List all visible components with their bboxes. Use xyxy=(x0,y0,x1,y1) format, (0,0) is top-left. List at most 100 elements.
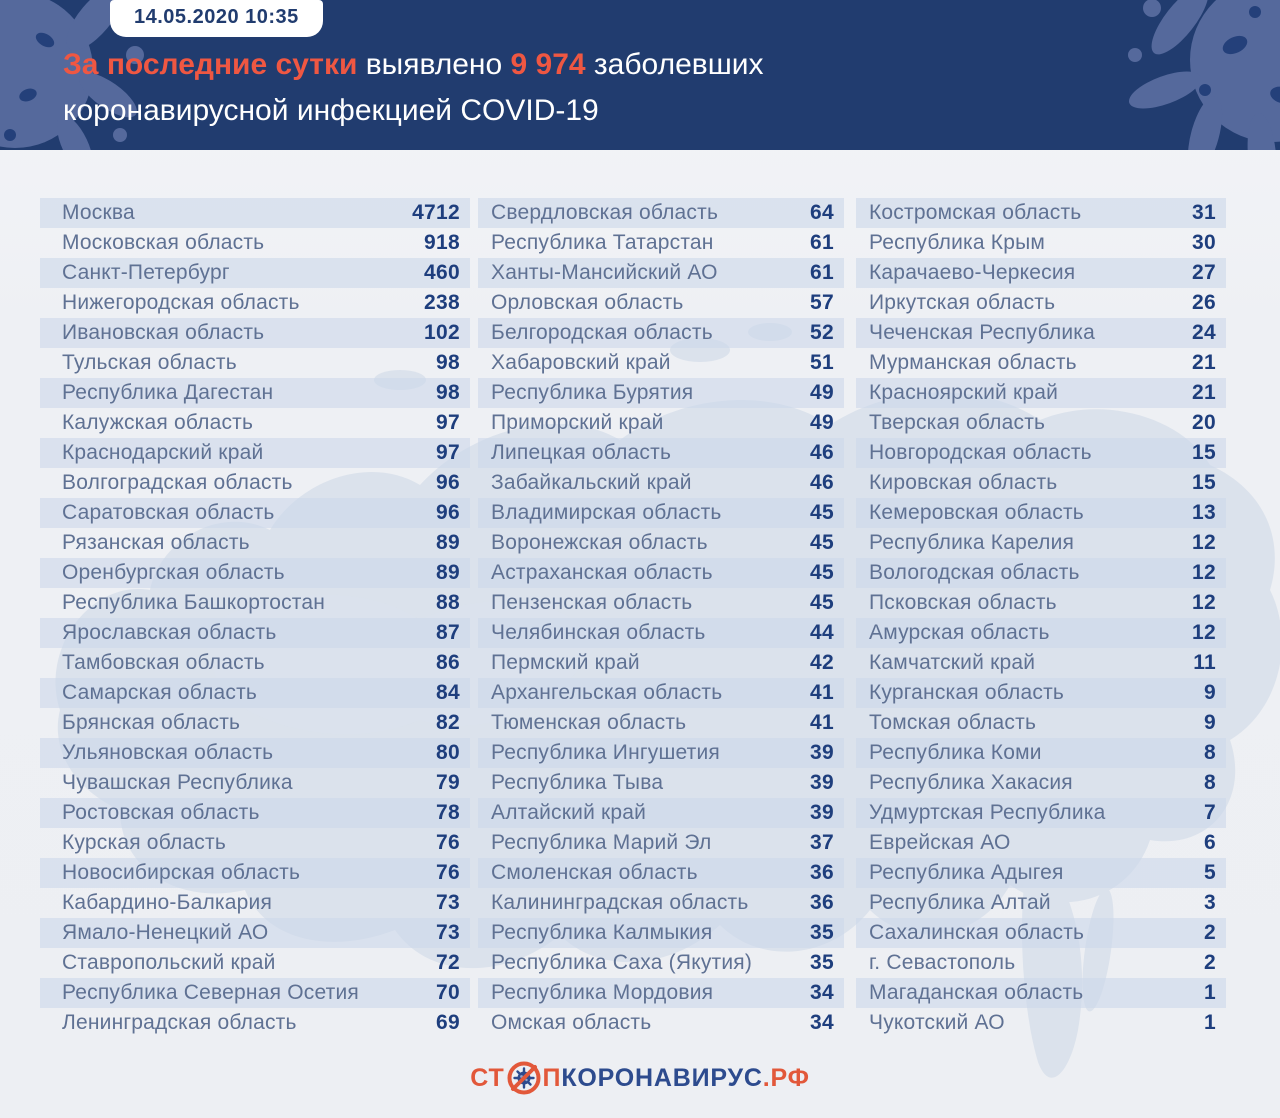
region-value: 84 xyxy=(436,681,460,704)
region-value: 57 xyxy=(810,291,834,314)
region-value: 37 xyxy=(810,831,834,854)
region-name: Республика Бурятия xyxy=(491,381,694,404)
table-row: Томская область 9 xyxy=(856,708,1226,738)
table-row: Тульская область 98 xyxy=(40,348,470,378)
table-row: Забайкальский край 46 xyxy=(478,468,844,498)
region-value: 12 xyxy=(1192,561,1216,584)
region-value: 8 xyxy=(1204,741,1216,764)
table-row: Республика Татарстан 61 xyxy=(478,228,844,258)
region-value: 80 xyxy=(436,741,460,764)
region-name: Республика Саха (Якутия) xyxy=(491,951,753,974)
region-value: 13 xyxy=(1192,501,1216,524)
region-name: Амурская область xyxy=(869,621,1050,644)
region-value: 7 xyxy=(1204,801,1216,824)
region-value: 61 xyxy=(810,261,834,284)
region-value: 21 xyxy=(1192,381,1216,404)
region-value: 4712 xyxy=(412,201,460,224)
logo-text-koronavirus: КОРОНАВИРУС xyxy=(561,1063,763,1092)
region-value: 45 xyxy=(810,561,834,584)
headline-text-1: выявлено xyxy=(357,48,511,81)
headline-text-2: заболевших xyxy=(585,48,764,81)
region-value: 12 xyxy=(1192,591,1216,614)
region-value: 24 xyxy=(1192,321,1216,344)
table-row: Смоленская область 36 xyxy=(478,858,844,888)
table-row: Кемеровская область 13 xyxy=(856,498,1226,528)
headline-accent-period: За последние сутки xyxy=(63,48,358,81)
region-value: 3 xyxy=(1204,891,1216,914)
region-name: Чувашская Республика xyxy=(62,771,293,794)
table-row: Челябинская область 44 xyxy=(478,618,844,648)
region-value: 39 xyxy=(810,771,834,794)
region-name: Иркутская область xyxy=(869,291,1056,314)
table-row: Удмуртская Республика 7 xyxy=(856,798,1226,828)
table-row: Астраханская область 45 xyxy=(478,558,844,588)
region-name: Архангельская область xyxy=(491,681,723,704)
region-value: 20 xyxy=(1192,411,1216,434)
table-row: Ямало-Ненецкий АО 73 xyxy=(40,918,470,948)
region-name: Астраханская область xyxy=(491,561,713,584)
table-row: Свердловская область 64 xyxy=(478,198,844,228)
region-value: 87 xyxy=(436,621,460,644)
stats-column: Костромская область 31 Республика Крым 30 Ка… xyxy=(856,198,1226,1038)
table-row: Вологодская область 12 xyxy=(856,558,1226,588)
stats-table: Москва 4712 Московская область 918 Санкт-Пет… xyxy=(40,198,1226,1038)
region-name: Республика Крым xyxy=(869,231,1046,254)
region-value: 45 xyxy=(810,501,834,524)
region-value: 98 xyxy=(436,351,460,374)
region-value: 5 xyxy=(1204,861,1216,884)
region-value: 96 xyxy=(436,501,460,524)
headline: За последние сутки выявлено 9 974 заболе… xyxy=(63,42,764,134)
table-row: Республика Мордовия 34 xyxy=(478,978,844,1008)
region-name: Забайкальский край xyxy=(491,471,692,494)
table-row: Кировская область 15 xyxy=(856,468,1226,498)
region-name: Республика Адыгея xyxy=(869,861,1064,884)
table-row: Новгородская область 15 xyxy=(856,438,1226,468)
region-name: Республика Марий Эл xyxy=(491,831,712,854)
table-row: Ростовская область 78 xyxy=(40,798,470,828)
region-value: 8 xyxy=(1204,771,1216,794)
region-value: 1 xyxy=(1204,1011,1216,1034)
region-value: 64 xyxy=(810,201,834,224)
table-row: Ивановская область 102 xyxy=(40,318,470,348)
region-value: 36 xyxy=(810,861,834,884)
region-value: 102 xyxy=(424,321,460,344)
region-name: Магаданская область xyxy=(869,981,1084,1004)
logo-text-st: СТ xyxy=(470,1063,505,1092)
region-name: Смоленская область xyxy=(491,861,698,884)
region-name: Кабардино-Балкария xyxy=(62,891,273,914)
region-value: 52 xyxy=(810,321,834,344)
region-value: 41 xyxy=(810,711,834,734)
region-value: 12 xyxy=(1192,531,1216,554)
region-value: 46 xyxy=(810,441,834,464)
region-name: Алтайский край xyxy=(491,801,647,824)
timestamp-badge: 14.05.2020 10:35 xyxy=(110,0,323,37)
region-name: Чеченская Республика xyxy=(869,321,1095,344)
table-row: Республика Хакасия 8 xyxy=(856,768,1226,798)
region-name: Омская область xyxy=(491,1011,652,1034)
table-row: Республика Дагестан 98 xyxy=(40,378,470,408)
region-name: Самарская область xyxy=(62,681,258,704)
region-name: Владимирская область xyxy=(491,501,722,524)
region-name: Оренбургская область xyxy=(62,561,285,584)
table-row: Кабардино-Балкария 73 xyxy=(40,888,470,918)
region-value: 15 xyxy=(1192,441,1216,464)
region-name: Республика Коми xyxy=(869,741,1042,764)
table-row: Новосибирская область 76 xyxy=(40,858,470,888)
region-value: 98 xyxy=(436,381,460,404)
region-value: 46 xyxy=(810,471,834,494)
region-name: Ямало-Ненецкий АО xyxy=(62,921,269,944)
table-row: г. Севастополь 2 xyxy=(856,948,1226,978)
region-name: Челябинская область xyxy=(491,621,706,644)
table-row: Республика Саха (Якутия) 35 xyxy=(478,948,844,978)
virus-decoration xyxy=(0,0,1280,150)
region-value: 9 xyxy=(1204,681,1216,704)
region-name: Вологодская область xyxy=(869,561,1080,584)
region-value: 30 xyxy=(1192,231,1216,254)
table-row: Чувашская Республика 79 xyxy=(40,768,470,798)
region-name: Орловская область xyxy=(491,291,684,314)
region-name: Кемеровская область xyxy=(869,501,1084,524)
region-value: 97 xyxy=(436,441,460,464)
region-value: 76 xyxy=(436,861,460,884)
region-value: 86 xyxy=(436,651,460,674)
region-value: 2 xyxy=(1204,951,1216,974)
